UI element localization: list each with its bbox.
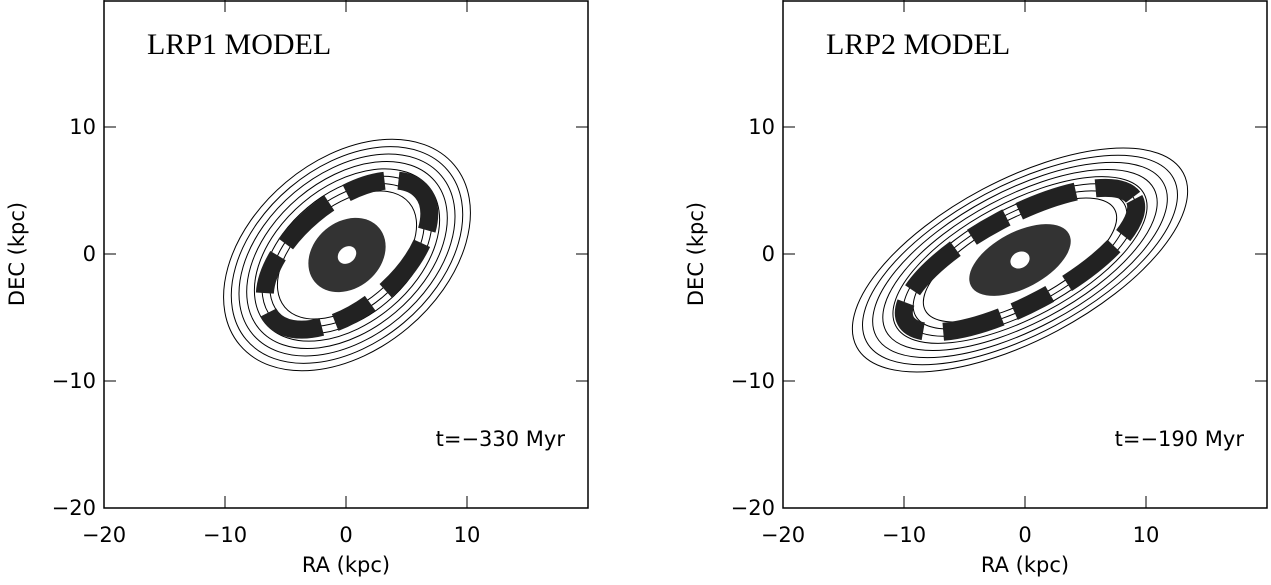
y-axis-label: DEC (kpc) bbox=[684, 202, 708, 306]
contour bbox=[882, 169, 1158, 351]
contour-map bbox=[223, 138, 471, 372]
contour bbox=[862, 154, 1178, 366]
dense-arm bbox=[255, 171, 439, 339]
x-tick-label: 0 bbox=[1018, 523, 1031, 547]
x-tick-label: 10 bbox=[1133, 523, 1160, 547]
contour bbox=[872, 161, 1168, 359]
contour bbox=[223, 138, 471, 372]
contour-map bbox=[851, 147, 1189, 373]
y-tick-label: −10 bbox=[731, 369, 775, 393]
x-tick-label: −10 bbox=[203, 523, 247, 547]
chart-title: LRP1 MODEL bbox=[147, 28, 331, 61]
contour bbox=[892, 176, 1148, 344]
x-axis-label: RA (kpc) bbox=[302, 553, 390, 577]
contour bbox=[230, 146, 464, 364]
y-tick-label: −10 bbox=[52, 369, 96, 393]
x-tick-label: −20 bbox=[761, 523, 805, 547]
x-axis-label: RA (kpc) bbox=[981, 553, 1069, 577]
x-tick-label: 10 bbox=[454, 523, 481, 547]
y-axis-label: DEC (kpc) bbox=[5, 202, 29, 306]
y-tick-label: 10 bbox=[748, 115, 775, 139]
panel: −20 −10 0 10 −20 −10 0 10 LRP2 MODEL t=−190 Myr RA… bbox=[684, 0, 1268, 577]
x-tick-label: −20 bbox=[82, 523, 126, 547]
y-tick-label: 10 bbox=[69, 115, 96, 139]
y-tick-label: 0 bbox=[83, 242, 96, 266]
y-tick-label: −20 bbox=[731, 496, 775, 520]
y-tick-label: 0 bbox=[762, 242, 775, 266]
annotation: t=−330 Myr bbox=[436, 427, 566, 451]
x-tick-label: 0 bbox=[339, 523, 352, 547]
core-hole bbox=[1010, 251, 1030, 269]
panel: −20 −10 0 10 −20 −10 0 10 LRP1 MODEL t=−330 Myr RA… bbox=[5, 0, 589, 577]
x-tick-label: −10 bbox=[882, 523, 926, 547]
chart-title: LRP2 MODEL bbox=[826, 28, 1010, 61]
annotation: t=−190 Myr bbox=[1115, 427, 1245, 451]
contour bbox=[246, 160, 448, 350]
y-tick-label: −20 bbox=[52, 496, 96, 520]
core-hole bbox=[337, 246, 357, 264]
contour bbox=[851, 147, 1189, 373]
